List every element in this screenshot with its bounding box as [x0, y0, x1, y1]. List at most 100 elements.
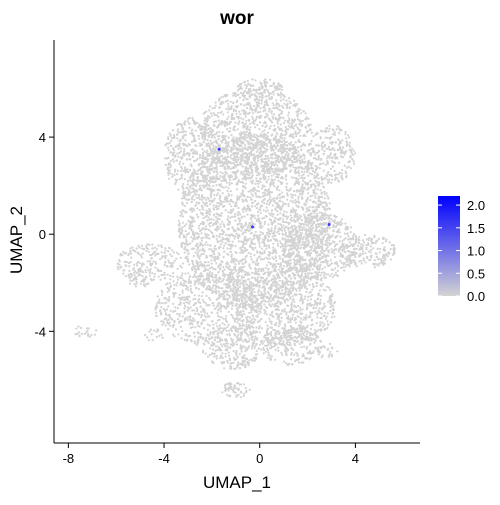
cell-point: [328, 156, 331, 159]
cell-point: [227, 200, 230, 203]
cell-point: [319, 216, 322, 219]
cell-point: [259, 296, 262, 299]
cell-point: [358, 255, 361, 258]
cell-point: [265, 264, 268, 267]
cell-point: [298, 119, 301, 122]
cell-point: [180, 165, 183, 168]
cell-point: [221, 261, 224, 264]
cell-point: [218, 204, 221, 207]
cell-point: [269, 142, 272, 145]
cell-point: [370, 248, 373, 251]
cell-point: [367, 239, 370, 242]
cell-point: [189, 175, 192, 178]
cell-point: [273, 248, 276, 251]
cell-point: [201, 213, 204, 216]
cell-point: [290, 286, 293, 289]
cell-point: [208, 105, 212, 108]
cell-point: [248, 155, 251, 159]
cell-point: [261, 87, 264, 90]
cell-point: [269, 201, 272, 204]
cell-point: [344, 133, 347, 136]
cell-point: [187, 249, 190, 252]
cell-point: [260, 306, 263, 309]
cell-point: [216, 173, 219, 176]
cell-point: [259, 152, 262, 155]
cell-point: [266, 257, 270, 260]
cell-point: [261, 167, 264, 170]
cell-point: [263, 202, 266, 205]
cell-point: [192, 173, 195, 177]
cell-point: [204, 156, 207, 159]
cell-point: [326, 136, 329, 139]
cell-point: [215, 150, 218, 153]
cell-point: [298, 237, 301, 240]
cell-point: [211, 158, 214, 161]
cell-point: [253, 105, 256, 108]
cell-point: [207, 261, 210, 264]
cell-point: [221, 192, 224, 195]
cell-point: [284, 231, 287, 235]
cell-point: [316, 214, 319, 218]
cell-point: [361, 239, 365, 242]
cell-point: [241, 200, 244, 203]
cell-point: [241, 140, 244, 143]
cell-point: [226, 223, 229, 226]
cell-point: [200, 253, 203, 256]
cell-point: [295, 244, 298, 247]
cell-point: [266, 234, 269, 237]
cell-point: [255, 189, 259, 192]
cell-point: [218, 235, 221, 238]
cell-point: [296, 132, 300, 135]
cell-point: [261, 191, 264, 194]
cell-point: [270, 110, 273, 113]
cell-point: [270, 279, 273, 282]
cell-point: [226, 197, 229, 200]
cell-point: [255, 177, 258, 180]
cell-point: [309, 254, 312, 257]
cell-point: [225, 181, 228, 184]
cell-point: [334, 176, 337, 179]
cell-point: [242, 95, 245, 98]
cell-point: [318, 268, 321, 271]
cell-point: [274, 220, 277, 223]
cell-point: [283, 283, 286, 286]
cell-point: [274, 85, 277, 88]
cell-point: [229, 127, 232, 130]
cell-point: [276, 196, 279, 199]
cell-point: [286, 198, 289, 201]
cell-point: [166, 142, 169, 145]
cell-point: [250, 150, 253, 153]
cell-point: [215, 145, 218, 148]
cell-point: [266, 290, 269, 294]
cell-point: [255, 138, 258, 141]
cell-point: [202, 252, 205, 256]
cell-point: [240, 160, 243, 163]
cell-point: [283, 143, 286, 146]
cell-point: [244, 258, 247, 261]
cell-point: [258, 135, 261, 138]
cell-point: [259, 155, 262, 158]
cell-point: [319, 158, 322, 161]
cell-point: [358, 260, 361, 263]
cell-point: [216, 178, 219, 181]
cell-point: [218, 98, 221, 101]
cell-point: [281, 191, 284, 194]
cell-point: [246, 273, 249, 276]
cell-point: [336, 125, 339, 128]
cell-point: [300, 226, 303, 229]
cell-point: [303, 276, 306, 279]
cell-point: [296, 126, 299, 129]
cell-point: [194, 251, 197, 254]
cell-point: [251, 179, 255, 182]
cell-point: [297, 107, 300, 110]
cell-point: [238, 211, 241, 214]
cell-point: [328, 239, 331, 242]
cell-point: [260, 96, 263, 99]
cell-point: [181, 136, 184, 139]
cell-point: [309, 185, 313, 188]
cell-point: [331, 133, 335, 136]
cell-point: [172, 158, 175, 161]
cell-point: [164, 163, 167, 167]
cell-point: [289, 199, 292, 202]
cell-point: [265, 247, 268, 250]
